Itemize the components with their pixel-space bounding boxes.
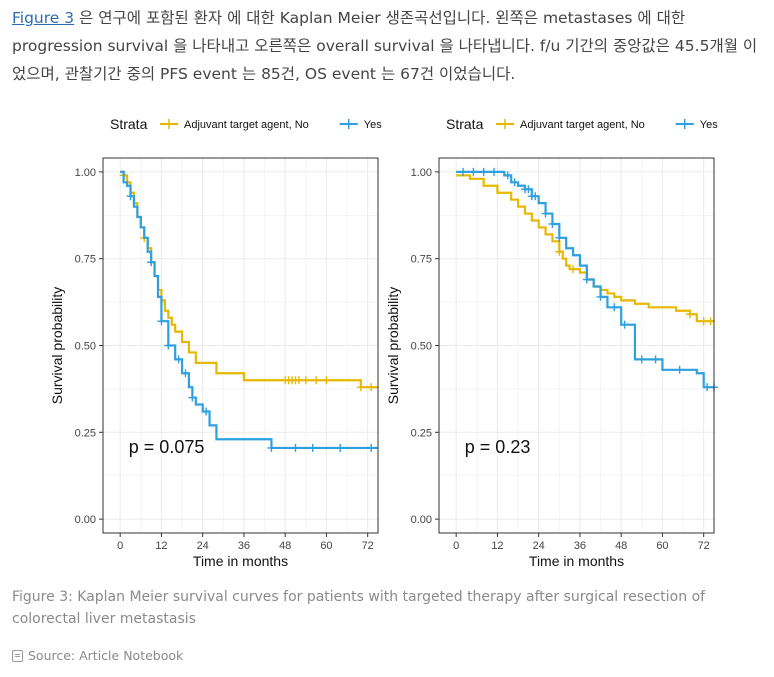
censor-mark-yes bbox=[164, 341, 173, 350]
x-tick-label: 12 bbox=[155, 540, 167, 552]
censor-mark-yes bbox=[582, 275, 591, 284]
censor-mark-yes bbox=[367, 443, 376, 452]
figure-caption: Figure 3: Kaplan Meier survival curves f… bbox=[12, 589, 706, 627]
censor-mark-no bbox=[322, 376, 331, 385]
x-axis-title: Time in months bbox=[529, 553, 624, 569]
y-tick-label: 0.75 bbox=[411, 254, 432, 266]
legend-label-2: Yes bbox=[364, 119, 382, 131]
censor-mark-yes bbox=[308, 443, 317, 452]
x-tick-label: 72 bbox=[362, 540, 374, 552]
figure-3-link[interactable]: Figure 3 bbox=[12, 9, 75, 27]
p-value-annotation: p = 0.075 bbox=[129, 437, 205, 457]
y-axis-title: Survival probability bbox=[385, 287, 401, 405]
intro-paragraph: Figure 3 은 연구에 포함된 환자 에 대한 Kaplan Meier … bbox=[12, 4, 764, 88]
censor-mark-yes bbox=[555, 233, 564, 242]
censor-mark-no bbox=[301, 376, 310, 385]
x-tick-label: 24 bbox=[533, 540, 545, 552]
y-axis-title: Survival probability bbox=[49, 287, 65, 405]
censor-mark-yes bbox=[510, 178, 519, 187]
legend: Strata Adjuvant target agent, No Yes bbox=[110, 116, 382, 132]
x-tick-label: 48 bbox=[615, 540, 627, 552]
censor-mark-yes bbox=[703, 383, 712, 392]
censor-mark-yes bbox=[126, 192, 135, 201]
y-tick-label: 0.25 bbox=[411, 427, 432, 439]
censor-mark-no bbox=[356, 383, 365, 392]
x-tick-label: 0 bbox=[453, 540, 459, 552]
km-panel-2: Strata Adjuvant target agent, No Yes 0.00 0.… bbox=[385, 116, 718, 569]
y-tick-label: 0.25 bbox=[75, 427, 96, 439]
censor-mark-yes bbox=[524, 185, 533, 194]
legend-label-1: Adjuvant target agent, No bbox=[184, 119, 309, 131]
censor-mark-yes bbox=[541, 209, 550, 218]
censor-mark-yes bbox=[174, 355, 183, 364]
figure-3: Strata Adjuvant target agent, No Yes 0.00 0.… bbox=[40, 104, 740, 584]
x-tick-label: 36 bbox=[574, 540, 586, 552]
censor-mark-no bbox=[555, 247, 564, 256]
x-tick-label: 12 bbox=[491, 540, 503, 552]
censor-mark-yes bbox=[596, 292, 605, 301]
notebook-icon bbox=[12, 649, 23, 662]
censor-mark-yes bbox=[459, 167, 468, 176]
x-tick-label: 48 bbox=[279, 540, 291, 552]
censor-mark-yes bbox=[503, 171, 512, 180]
y-tick-label: 0.75 bbox=[75, 254, 96, 266]
censor-mark-yes bbox=[181, 369, 190, 378]
censor-mark-yes bbox=[610, 303, 619, 312]
km-panel-1: Strata Adjuvant target agent, No Yes 0.00 0.… bbox=[49, 116, 382, 569]
x-tick-label: 0 bbox=[117, 540, 123, 552]
censor-mark-yes bbox=[147, 258, 156, 267]
censor-mark-no bbox=[699, 317, 708, 326]
x-axis-title: Time in months bbox=[193, 553, 288, 569]
legend: Strata Adjuvant target agent, No Yes bbox=[446, 116, 718, 132]
legend-title: Strata bbox=[446, 116, 484, 132]
intro-text: 은 연구에 포함된 환자 에 대한 Kaplan Meier 생존곡선입니다. … bbox=[12, 9, 758, 83]
y-tick-label: 0.00 bbox=[411, 514, 432, 526]
censor-mark-yes bbox=[620, 320, 629, 329]
censor-mark-no bbox=[294, 376, 303, 385]
y-tick-label: 1.00 bbox=[411, 167, 432, 179]
censor-mark-yes bbox=[336, 443, 345, 452]
x-tick-label: 60 bbox=[320, 540, 332, 552]
censor-mark-no bbox=[569, 265, 578, 274]
y-tick-label: 1.00 bbox=[75, 167, 96, 179]
y-tick-label: 0.50 bbox=[75, 341, 96, 353]
censor-mark-no bbox=[706, 317, 715, 326]
gridlines bbox=[439, 158, 714, 533]
source-line: Source: Article Notebook bbox=[12, 648, 183, 663]
source-text: Source: Article Notebook bbox=[28, 648, 184, 663]
censor-mark-no bbox=[367, 383, 376, 392]
censor-mark-yes bbox=[548, 219, 557, 228]
y-tick-label: 0.00 bbox=[75, 514, 96, 526]
censor-mark-yes bbox=[202, 407, 211, 416]
censor-mark-yes bbox=[651, 355, 660, 364]
censor-mark-yes bbox=[469, 167, 478, 176]
p-value-annotation: p = 0.23 bbox=[465, 437, 531, 457]
x-tick-label: 60 bbox=[656, 540, 668, 552]
censor-mark-yes bbox=[157, 317, 166, 326]
legend-title: Strata bbox=[110, 116, 148, 132]
x-tick-label: 72 bbox=[698, 540, 710, 552]
censor-mark-yes bbox=[531, 192, 540, 201]
censor-mark-yes bbox=[637, 355, 646, 364]
km-figure: Strata Adjuvant target agent, No Yes 0.00 0.… bbox=[49, 116, 718, 569]
gridlines bbox=[103, 158, 378, 533]
censor-mark-yes bbox=[490, 167, 498, 176]
censor-mark-yes bbox=[291, 443, 300, 452]
censor-mark-yes bbox=[675, 365, 684, 374]
x-tick-label: 36 bbox=[238, 540, 250, 552]
censor-mark-yes bbox=[188, 393, 197, 402]
censor-mark-yes bbox=[267, 443, 276, 452]
km-curve-no bbox=[456, 174, 714, 323]
censor-mark-no bbox=[685, 310, 694, 319]
censor-mark-no bbox=[312, 376, 321, 385]
x-tick-label: 24 bbox=[197, 540, 209, 552]
y-tick-label: 0.50 bbox=[411, 341, 432, 353]
legend-label-2: Yes bbox=[700, 119, 718, 131]
legend-label-1: Adjuvant target agent, No bbox=[520, 119, 645, 131]
censor-mark-yes bbox=[479, 167, 488, 176]
